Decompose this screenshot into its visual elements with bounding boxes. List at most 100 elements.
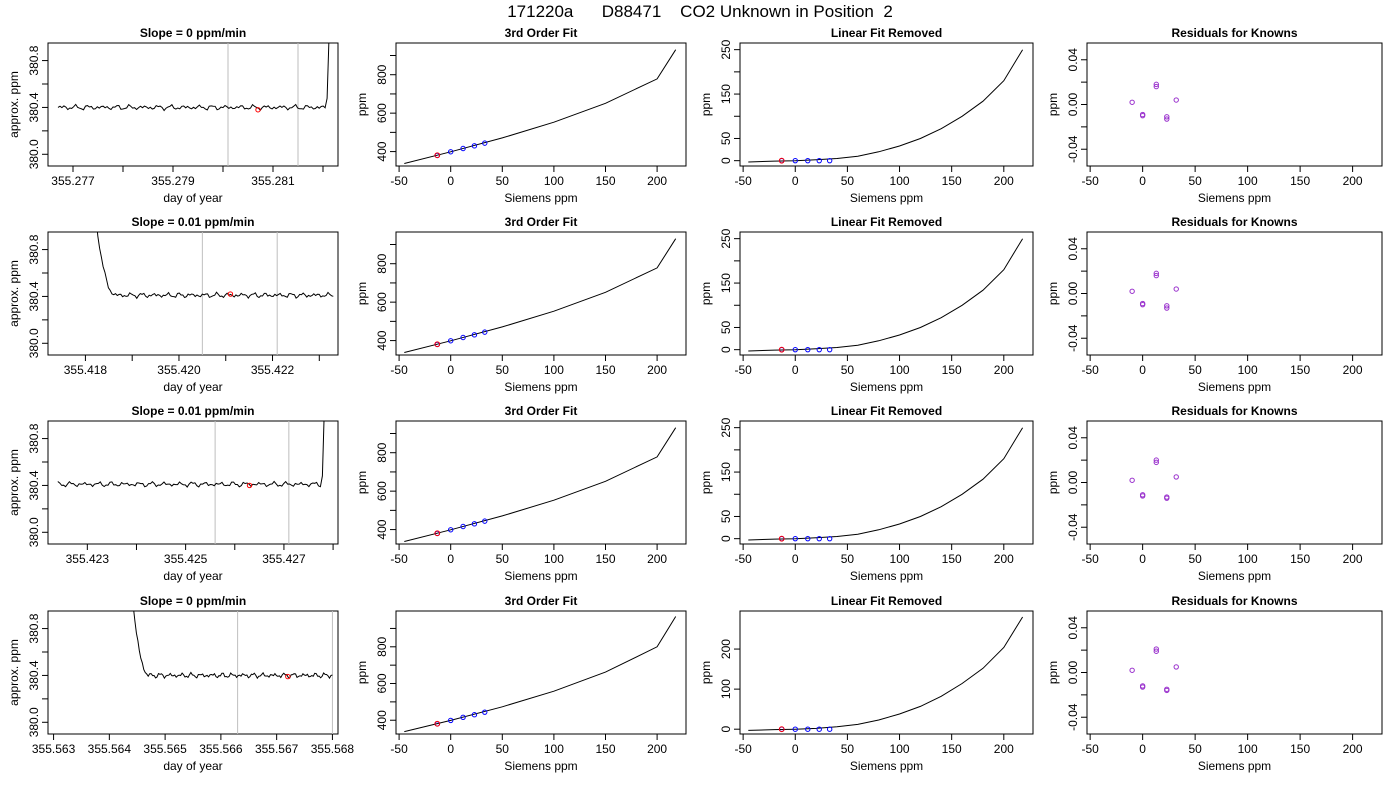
known-point xyxy=(447,338,454,344)
y-tick-label: 0.04 xyxy=(1066,616,1080,640)
known-point xyxy=(482,709,488,715)
x-tick-label: 355.423 xyxy=(66,552,110,566)
x-tick-label: 100 xyxy=(1238,174,1258,188)
plot-frame xyxy=(47,420,339,545)
x-tick-label: 200 xyxy=(1343,174,1363,188)
y-axis-label: approx. ppm xyxy=(7,71,21,138)
x-tick-label: 50 xyxy=(841,174,855,188)
x-axis-label: Siemens ppm xyxy=(504,380,577,394)
known-point xyxy=(826,346,833,353)
panel-title: Residuals for Knowns xyxy=(1171,404,1297,418)
x-tick-label: 50 xyxy=(496,552,510,566)
panel-4-2: 3rd Order Fit -50 0 50 100 150 200 Siemens ppm 4… xyxy=(355,594,687,773)
x-tick-label: -50 xyxy=(1081,174,1099,188)
known-point xyxy=(1129,667,1135,673)
y-tick-label: 100 xyxy=(719,679,733,699)
known-point xyxy=(1164,116,1170,122)
y-tick-label: 50 xyxy=(719,320,733,334)
x-tick-label: 0 xyxy=(792,552,799,566)
x-tick-label: 100 xyxy=(544,363,564,377)
x-tick-label: 150 xyxy=(1290,174,1310,188)
panel-title: Linear Fit Removed xyxy=(831,404,942,418)
panel-3-4: Residuals for Knowns -50 0 50 100 150 200 Sieme… xyxy=(1046,404,1383,583)
x-tick-label: 0 xyxy=(1139,552,1146,566)
x-axis-label: day of year xyxy=(163,191,222,205)
x-tick-label: 355.566 xyxy=(199,742,243,756)
x-axis-label: Siemens ppm xyxy=(850,569,923,583)
y-tick-label: 400 xyxy=(375,710,389,730)
x-tick-label: 200 xyxy=(1343,552,1363,566)
known-point xyxy=(482,329,488,335)
x-tick-label: 355.281 xyxy=(251,174,295,188)
x-tick-label: 200 xyxy=(994,552,1014,566)
fit-curve xyxy=(404,238,677,353)
average-marker xyxy=(227,291,234,297)
known-point xyxy=(1173,474,1179,480)
x-tick-label: 200 xyxy=(647,363,667,377)
known-point xyxy=(1153,648,1159,654)
x-tick-label: 355.563 xyxy=(32,742,76,756)
known-point xyxy=(1173,97,1179,103)
panel-title: Slope = 0 ppm/min xyxy=(140,594,246,608)
x-tick-label: 150 xyxy=(595,742,615,756)
y-tick-label: 0.00 xyxy=(1066,281,1080,305)
plot-frame xyxy=(47,42,339,167)
y-axis-label: ppm xyxy=(699,471,713,494)
x-tick-label: 100 xyxy=(544,174,564,188)
panel-title: Linear Fit Removed xyxy=(831,215,942,229)
panel-title: Residuals for Knowns xyxy=(1171,26,1297,40)
known-point xyxy=(460,145,466,152)
panel-3-1: Slope = 0.01 ppm/min 355.423 355.425 355.42… xyxy=(7,404,339,583)
x-tick-label: 50 xyxy=(496,174,510,188)
y-axis-label: ppm xyxy=(355,471,369,494)
x-axis-label: Siemens ppm xyxy=(1198,759,1271,773)
plot-frame xyxy=(395,610,687,735)
plot-area xyxy=(96,232,334,355)
x-tick-label: 150 xyxy=(942,742,962,756)
plot-area xyxy=(1129,646,1179,694)
y-tick-label: 50 xyxy=(719,509,733,523)
plot-frame xyxy=(395,231,687,356)
known-point xyxy=(1173,286,1179,292)
x-tick-label: 200 xyxy=(994,174,1014,188)
y-tick-label: 600 xyxy=(375,481,389,501)
panel-2-3: Linear Fit Removed -50 0 50 100 150 200 Siemens… xyxy=(699,215,1034,394)
y-axis-label: ppm xyxy=(1046,93,1060,116)
unknown-point xyxy=(778,535,785,542)
x-tick-label: 0 xyxy=(447,742,454,756)
x-axis-label: day of year xyxy=(163,569,222,583)
plot-frame xyxy=(395,42,687,167)
panel-title: Residuals for Knowns xyxy=(1171,215,1297,229)
x-axis-label: day of year xyxy=(163,759,222,773)
x-tick-label: 0 xyxy=(792,174,799,188)
x-tick-label: -50 xyxy=(1081,363,1099,377)
y-tick-label: 0.00 xyxy=(1066,660,1080,684)
x-tick-label: 200 xyxy=(647,742,667,756)
y-axis-label: ppm xyxy=(355,93,369,116)
plot-area xyxy=(1129,81,1179,122)
x-tick-label: -50 xyxy=(734,552,752,566)
known-point xyxy=(792,535,798,542)
x-tick-label: -50 xyxy=(1081,742,1099,756)
known-point xyxy=(1153,272,1159,279)
plot-frame xyxy=(47,231,339,356)
y-tick-label: 0 xyxy=(719,726,733,733)
average-marker xyxy=(255,107,261,113)
y-tick-label: 50 xyxy=(719,131,733,145)
known-point xyxy=(460,334,466,341)
average-marker xyxy=(246,482,253,489)
y-tick-label: 600 xyxy=(375,292,389,312)
x-tick-label: 50 xyxy=(1188,363,1202,377)
known-point xyxy=(792,726,798,732)
fit-curve xyxy=(748,49,1024,163)
x-tick-label: 50 xyxy=(841,742,855,756)
x-tick-label: 200 xyxy=(994,742,1014,756)
plot-area xyxy=(133,611,333,734)
y-tick-label: -0.04 xyxy=(1066,513,1080,541)
y-tick-label: 0.04 xyxy=(1066,426,1080,450)
known-point xyxy=(1153,83,1159,90)
x-axis-label: day of year xyxy=(163,380,222,394)
y-axis-label: ppm xyxy=(699,93,713,116)
fit-curve xyxy=(404,616,677,733)
plot-frame xyxy=(739,610,1034,735)
